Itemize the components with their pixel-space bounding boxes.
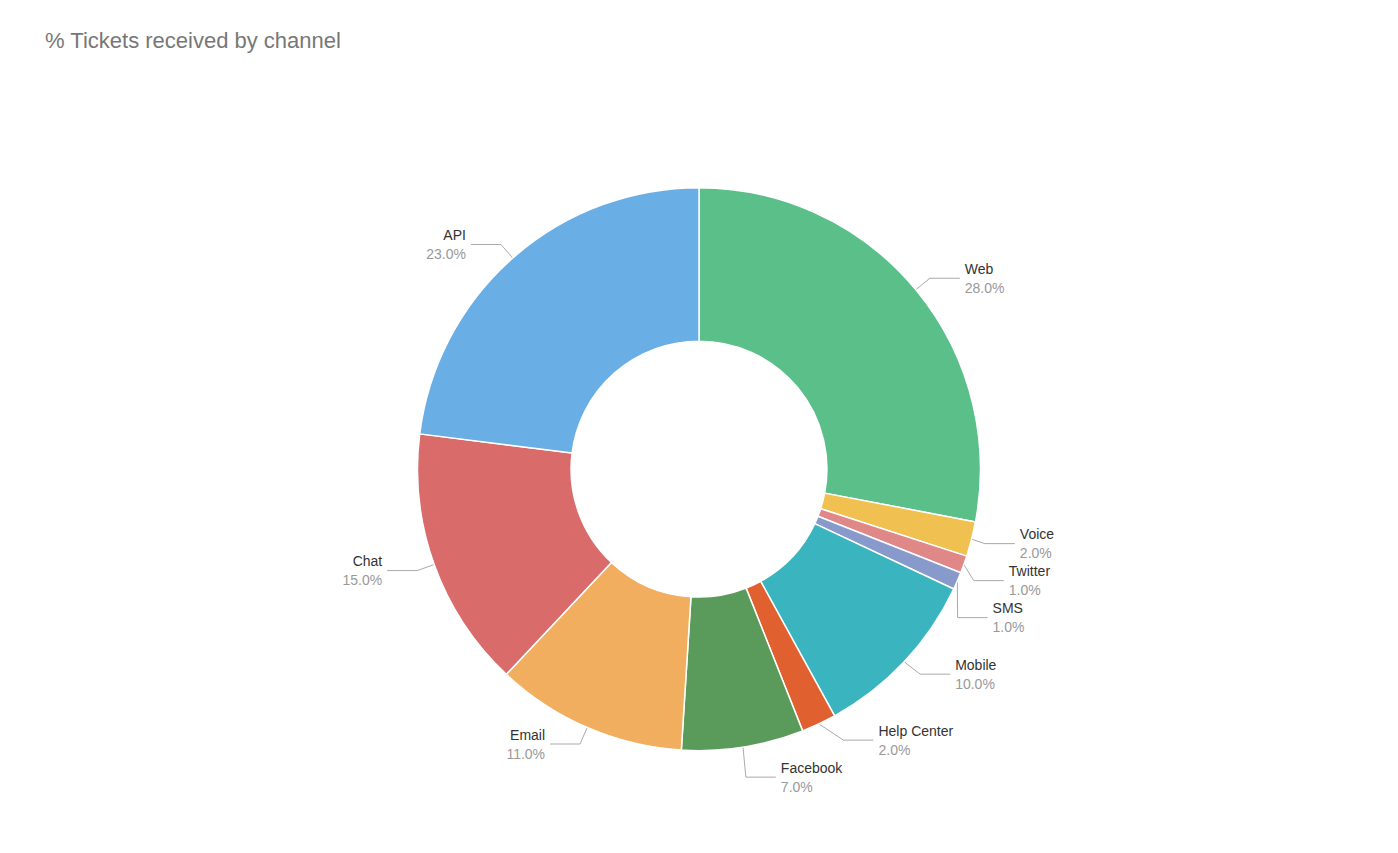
svg-text:15.0%: 15.0% xyxy=(343,572,383,588)
svg-text:Web: Web xyxy=(965,261,994,277)
svg-text:% Tickets received by channel: % Tickets received by channel xyxy=(45,28,341,53)
svg-text:Email: Email xyxy=(510,727,545,743)
svg-text:28.0%: 28.0% xyxy=(965,280,1005,296)
svg-text:Twitter: Twitter xyxy=(1009,563,1051,579)
svg-text:1.0%: 1.0% xyxy=(1009,582,1041,598)
svg-text:7.0%: 7.0% xyxy=(781,779,813,795)
svg-text:Facebook: Facebook xyxy=(781,760,843,776)
svg-text:2.0%: 2.0% xyxy=(878,742,910,758)
svg-text:Voice: Voice xyxy=(1020,526,1054,542)
svg-text:11.0%: 11.0% xyxy=(506,746,545,762)
svg-text:Help Center: Help Center xyxy=(878,723,953,739)
svg-text:SMS: SMS xyxy=(993,600,1023,616)
svg-text:Mobile: Mobile xyxy=(955,657,996,673)
svg-text:1.0%: 1.0% xyxy=(993,619,1025,635)
svg-text:23.0%: 23.0% xyxy=(426,246,466,262)
svg-text:2.0%: 2.0% xyxy=(1020,545,1052,561)
svg-text:API: API xyxy=(443,227,466,243)
svg-text:10.0%: 10.0% xyxy=(955,676,995,692)
svg-text:Chat: Chat xyxy=(353,553,383,569)
